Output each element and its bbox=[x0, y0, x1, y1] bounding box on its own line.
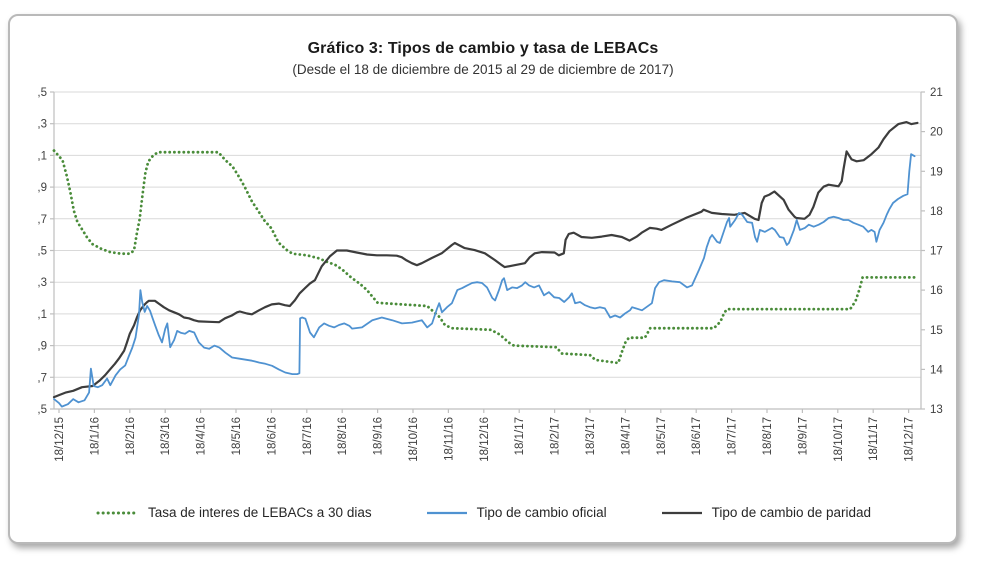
y-axis-left-label: ,5 bbox=[37, 404, 47, 416]
chart-plot-area: ,5 ,3 ,1 ,9 ,7 ,5 ,3 ,1 ,9 ,7 ,5 21 20 19 18 17 16 15 14 13… bbox=[37, 87, 943, 462]
y-axis-left-label: ,3 bbox=[37, 277, 47, 289]
x-axis-label: 18/8/17 bbox=[762, 417, 774, 455]
y-axis-right-label: 19 bbox=[930, 166, 943, 178]
legend-label: Tasa de interes de LEBACs a 30 dias bbox=[147, 505, 372, 520]
legend-label: Tipo de cambio oficial bbox=[476, 505, 607, 520]
y-axis-right-label: 20 bbox=[930, 127, 943, 139]
chart-legend: Tasa de interes de LEBACs a 30 dias Tipo… bbox=[10, 505, 956, 520]
legend-label: Tipo de cambio de paridad bbox=[711, 505, 872, 520]
y-axis-right-label: 14 bbox=[930, 364, 943, 376]
y-axis-left-label: ,7 bbox=[37, 214, 47, 226]
chart-card: Gráfico 3: Tipos de cambio y tasa de LEB… bbox=[8, 14, 958, 544]
x-axis-label: 18/6/16 bbox=[266, 417, 278, 455]
x-axis-label: 18/6/17 bbox=[691, 417, 703, 455]
x-axis-label: 18/7/17 bbox=[727, 417, 739, 455]
y-axis-right-label: 21 bbox=[930, 87, 943, 99]
x-axis-label: 18/10/16 bbox=[408, 417, 420, 462]
legend-dotted-line-icon bbox=[96, 511, 140, 514]
x-axis-label: 18/5/16 bbox=[231, 417, 243, 455]
chart-title: Gráfico 3: Tipos de cambio y tasa de LEB… bbox=[307, 40, 659, 57]
x-axis-label: 18/5/17 bbox=[656, 417, 668, 455]
x-axis-label: 18/2/17 bbox=[550, 417, 562, 455]
legend-solid-line-icon-black bbox=[661, 511, 702, 514]
y-axis-right-label: 13 bbox=[930, 404, 943, 416]
x-axis-label: 18/9/17 bbox=[797, 417, 809, 455]
x-axis-label: 18/1/17 bbox=[514, 417, 526, 455]
y-axis-left-label: ,7 bbox=[37, 372, 47, 384]
x-axis-label: 18/1/16 bbox=[89, 417, 101, 455]
y-axis-left-label: ,1 bbox=[37, 150, 47, 162]
x-axis-label: 18/3/16 bbox=[160, 417, 172, 455]
x-axis-label: 18/12/15 bbox=[54, 417, 66, 462]
x-axis-label: 18/8/16 bbox=[337, 417, 349, 455]
x-axis-label: 18/4/17 bbox=[620, 417, 632, 455]
legend-solid-line-icon-blue bbox=[426, 511, 467, 514]
x-axis-label: 18/11/17 bbox=[868, 417, 880, 461]
series-lebac-rate bbox=[52, 149, 919, 365]
x-axis-label: 18/4/16 bbox=[196, 417, 208, 455]
chart-subtitle: (Desde el 18 de diciembre de 2015 al 29 … bbox=[292, 62, 674, 77]
y-axis-right-label: 16 bbox=[930, 285, 943, 297]
y-axis-left-label: ,5 bbox=[37, 246, 47, 258]
y-axis-right-label: 17 bbox=[930, 246, 943, 258]
x-axis-label: 18/11/16 bbox=[443, 417, 455, 461]
legend-item-tipo-cambio-paridad: Tipo de cambio de paridad bbox=[659, 505, 871, 520]
series-tipo-cambio-paridad bbox=[52, 121, 919, 399]
x-axis-label: 18/3/17 bbox=[585, 417, 597, 455]
x-axis-label: 18/7/16 bbox=[302, 417, 314, 455]
x-axis-label: 18/10/17 bbox=[833, 417, 845, 462]
legend-item-tipo-cambio-oficial: Tipo de cambio oficial bbox=[424, 505, 607, 520]
legend-item-lebac-rate: Tasa de interes de LEBACs a 30 dias bbox=[95, 505, 372, 520]
x-axis-label: 18/12/16 bbox=[479, 417, 491, 462]
y-axis-right-label: 18 bbox=[930, 206, 943, 218]
x-axis-label: 18/9/16 bbox=[373, 417, 385, 455]
series-tipo-cambio-oficial bbox=[53, 153, 916, 408]
x-axis-label: 18/12/17 bbox=[904, 417, 916, 462]
y-axis-right-label: 15 bbox=[930, 325, 943, 337]
y-axis-left-label: ,1 bbox=[37, 309, 47, 321]
y-axis-left-label: ,9 bbox=[37, 182, 47, 194]
x-axis-label: 18/2/16 bbox=[125, 417, 137, 455]
y-axis-left-label: ,5 bbox=[37, 87, 47, 99]
y-axis-left-label: ,3 bbox=[37, 119, 47, 131]
y-axis-left-label: ,9 bbox=[37, 341, 47, 353]
